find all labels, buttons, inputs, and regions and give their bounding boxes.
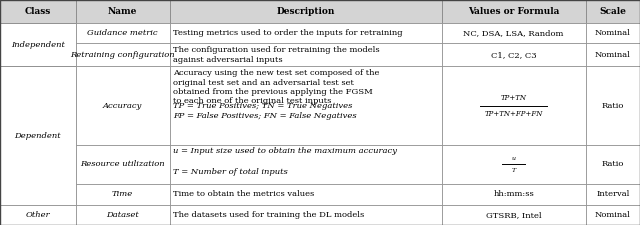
Text: GTSRB, Intel: GTSRB, Intel [486, 211, 541, 219]
Text: The datasets used for training the DL models: The datasets used for training the DL mo… [173, 211, 365, 219]
Text: Name: Name [108, 7, 137, 16]
Text: Interval: Interval [596, 191, 630, 198]
Text: Ratio: Ratio [602, 160, 624, 169]
Bar [0, 23, 76, 66]
Bar [442, 0, 586, 23]
Bar [442, 205, 586, 225]
Bar [586, 145, 640, 184]
Bar [76, 0, 170, 23]
Text: Ratio: Ratio [602, 101, 624, 110]
Bar [170, 0, 442, 23]
Bar [586, 0, 640, 23]
Bar [586, 43, 640, 66]
Bar [586, 184, 640, 205]
Text: Time to obtain the metrics values: Time to obtain the metrics values [173, 191, 315, 198]
Bar [0, 66, 76, 205]
Bar [442, 184, 586, 205]
Bar [586, 66, 640, 145]
Text: Nominal: Nominal [595, 29, 631, 37]
Bar [0, 0, 76, 23]
Bar [170, 205, 442, 225]
Text: Nominal: Nominal [595, 51, 631, 59]
Bar [170, 43, 442, 66]
Text: Dependent: Dependent [15, 132, 61, 140]
Bar [442, 23, 586, 43]
Text: Independent: Independent [11, 41, 65, 49]
Bar [442, 43, 586, 66]
Text: NC, DSA, LSA, Random: NC, DSA, LSA, Random [463, 29, 564, 37]
Text: T: T [511, 168, 516, 173]
Text: Dataset: Dataset [106, 211, 139, 219]
Text: C1, C2, C3: C1, C2, C3 [491, 51, 536, 59]
Text: Accuracy: Accuracy [103, 101, 142, 110]
Bar [442, 145, 586, 184]
Text: u: u [511, 156, 516, 161]
Text: Testing metrics used to order the inputs for retraining: Testing metrics used to order the inputs… [173, 29, 403, 37]
Bar [170, 23, 442, 43]
Text: Description: Description [276, 7, 335, 16]
Bar [170, 66, 442, 145]
Text: hh:mm:ss: hh:mm:ss [493, 191, 534, 198]
Bar [0, 205, 76, 225]
Text: u = Input size used to obtain the maximum accuracy: u = Input size used to obtain the maximu… [173, 147, 397, 155]
Bar [586, 23, 640, 43]
Text: T = Number of total inputs: T = Number of total inputs [173, 168, 288, 176]
Bar [76, 66, 170, 145]
Text: Class: Class [24, 7, 51, 16]
Bar [442, 66, 586, 145]
Bar [76, 43, 170, 66]
Text: Guidance metric: Guidance metric [87, 29, 158, 37]
Text: Resource utilization: Resource utilization [80, 160, 165, 169]
Bar [170, 184, 442, 205]
Text: TP+TN: TP+TN [500, 94, 527, 101]
Text: Nominal: Nominal [595, 211, 631, 219]
Text: TP = True Positives; TN = True Negatives
FP = False Positives; FN = False Negati: TP = True Positives; TN = True Negatives… [173, 102, 357, 120]
Bar [586, 205, 640, 225]
Text: Scale: Scale [600, 7, 626, 16]
Bar [76, 205, 170, 225]
Text: The configuration used for retraining the models
against adversarial inputs: The configuration used for retraining th… [173, 46, 380, 63]
Text: Values or Formula: Values or Formula [468, 7, 559, 16]
Text: TP+TN+FP+FN: TP+TN+FP+FN [484, 110, 543, 118]
Bar [170, 145, 442, 184]
Text: Retraining configuration: Retraining configuration [70, 51, 175, 59]
Bar [76, 145, 170, 184]
Text: Time: Time [112, 191, 133, 198]
Text: Other: Other [26, 211, 50, 219]
Bar [76, 23, 170, 43]
Text: Accuracy using the new test set composed of the
original test set and an adversa: Accuracy using the new test set composed… [173, 69, 380, 105]
Bar [76, 184, 170, 205]
